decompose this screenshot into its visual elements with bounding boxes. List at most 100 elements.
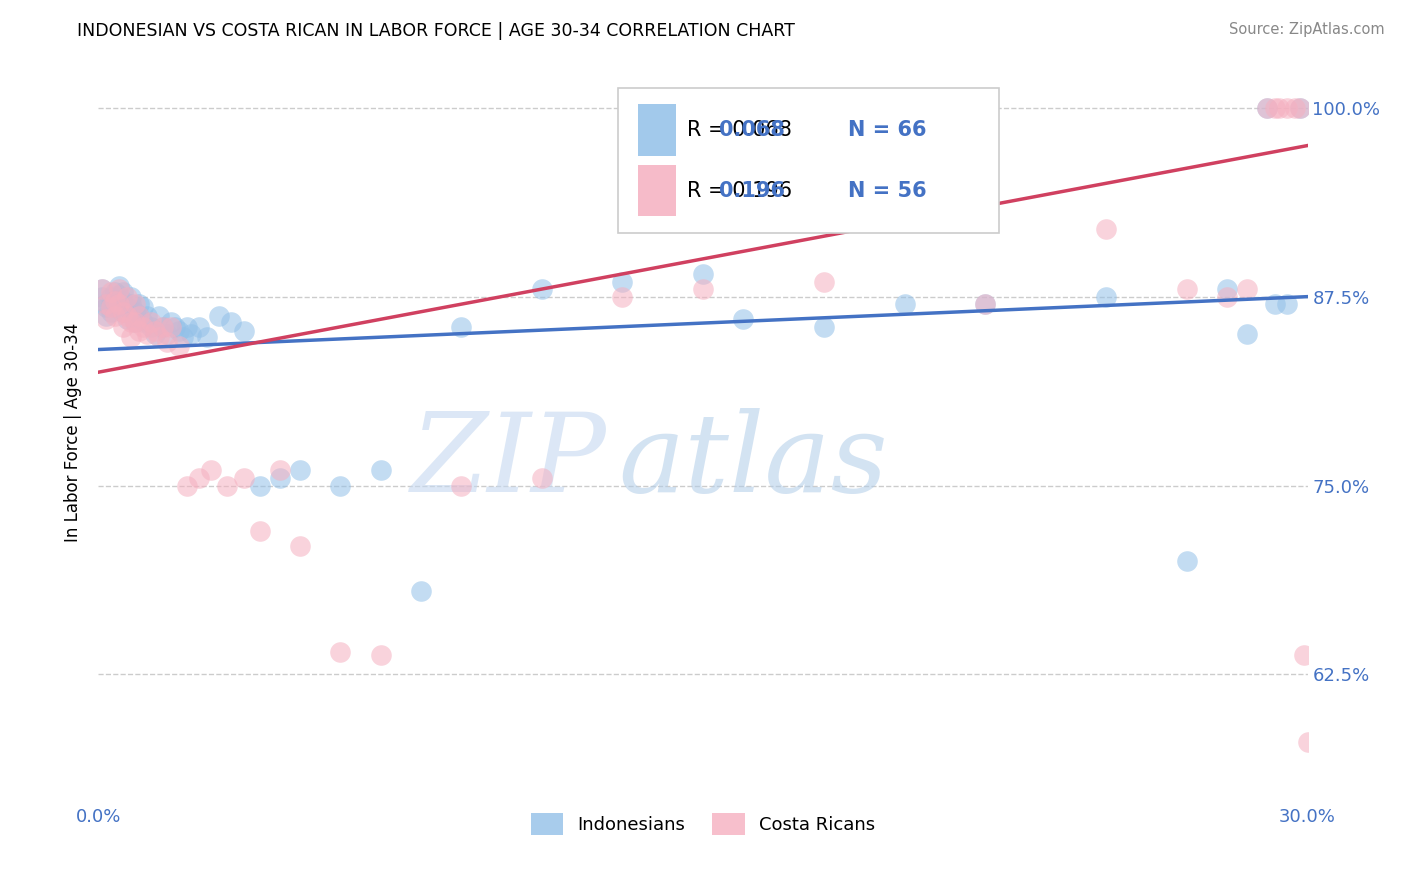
Point <box>530 282 553 296</box>
Point <box>120 290 142 304</box>
Point <box>143 327 166 342</box>
Point <box>96 297 118 311</box>
Point <box>139 319 162 334</box>
Point <box>143 325 166 339</box>
Point <box>329 645 352 659</box>
Point <box>1256 101 1278 115</box>
Point <box>195 330 218 344</box>
Point <box>1175 554 1198 568</box>
Point <box>103 285 125 299</box>
Point <box>96 310 118 324</box>
Point <box>329 478 352 492</box>
Point <box>135 327 157 342</box>
Text: atlas: atlas <box>619 409 889 516</box>
Point <box>188 471 211 485</box>
Point <box>1264 297 1286 311</box>
Point <box>974 297 997 311</box>
Point <box>893 297 915 311</box>
Point <box>1264 101 1286 115</box>
Y-axis label: In Labor Force | Age 30-34: In Labor Force | Age 30-34 <box>65 323 83 542</box>
Point <box>370 648 392 662</box>
Point <box>128 310 150 324</box>
Point <box>288 539 311 553</box>
Point <box>124 315 146 329</box>
Point <box>450 478 472 492</box>
Point <box>172 330 194 344</box>
Point <box>115 310 138 324</box>
Point <box>111 294 134 309</box>
Point <box>813 275 835 289</box>
Point <box>135 310 157 324</box>
Point <box>128 297 150 311</box>
Point <box>124 304 146 318</box>
Point <box>160 315 183 329</box>
Point <box>103 293 125 307</box>
Point <box>156 334 179 349</box>
Point <box>692 282 714 296</box>
Point <box>152 319 174 334</box>
Point <box>269 471 291 485</box>
Point <box>124 315 146 329</box>
Point <box>124 297 146 311</box>
Point <box>269 463 291 477</box>
Point <box>180 327 202 342</box>
Point <box>232 471 254 485</box>
Point <box>103 310 125 324</box>
Point <box>1288 101 1310 115</box>
Point <box>111 319 134 334</box>
Point <box>96 312 118 326</box>
Point <box>148 330 170 344</box>
Text: N = 56: N = 56 <box>848 180 927 201</box>
Point <box>132 300 155 314</box>
Point <box>132 315 155 329</box>
Point <box>1284 101 1306 115</box>
Point <box>103 300 125 314</box>
FancyBboxPatch shape <box>638 103 676 156</box>
Point <box>208 310 231 324</box>
Point <box>107 288 129 302</box>
Point <box>120 330 142 344</box>
Point <box>100 290 122 304</box>
Point <box>288 463 311 477</box>
Point <box>370 463 392 477</box>
Legend: Indonesians, Costa Ricans: Indonesians, Costa Ricans <box>523 805 883 842</box>
Point <box>1296 735 1319 749</box>
Point <box>200 463 222 477</box>
Point <box>1236 327 1258 342</box>
Point <box>1236 282 1258 296</box>
FancyBboxPatch shape <box>638 165 676 217</box>
Point <box>612 290 634 304</box>
Point <box>232 325 254 339</box>
Point <box>107 282 129 296</box>
Point <box>100 297 122 311</box>
Point <box>188 319 211 334</box>
Point <box>91 290 114 304</box>
Point <box>1292 648 1315 662</box>
Point <box>813 319 835 334</box>
Text: R = 0.196: R = 0.196 <box>688 180 793 201</box>
Point <box>152 319 174 334</box>
Point <box>103 294 125 309</box>
Point <box>91 282 114 296</box>
Point <box>1095 290 1118 304</box>
Point <box>163 319 186 334</box>
Point <box>128 310 150 324</box>
Point <box>167 325 190 339</box>
Point <box>139 315 162 329</box>
Point <box>221 315 243 329</box>
Text: Source: ZipAtlas.com: Source: ZipAtlas.com <box>1229 22 1385 37</box>
FancyBboxPatch shape <box>619 88 1000 233</box>
Point <box>107 279 129 293</box>
Text: INDONESIAN VS COSTA RICAN IN LABOR FORCE | AGE 30-34 CORRELATION CHART: INDONESIAN VS COSTA RICAN IN LABOR FORCE… <box>77 22 796 40</box>
Point <box>107 297 129 311</box>
Point <box>100 300 122 314</box>
Point <box>612 275 634 289</box>
Point <box>1288 101 1310 115</box>
Point <box>120 297 142 311</box>
Point <box>1256 101 1278 115</box>
Point <box>1175 282 1198 296</box>
Point <box>128 325 150 339</box>
Point <box>167 339 190 353</box>
Point <box>1268 101 1291 115</box>
Point <box>176 478 198 492</box>
